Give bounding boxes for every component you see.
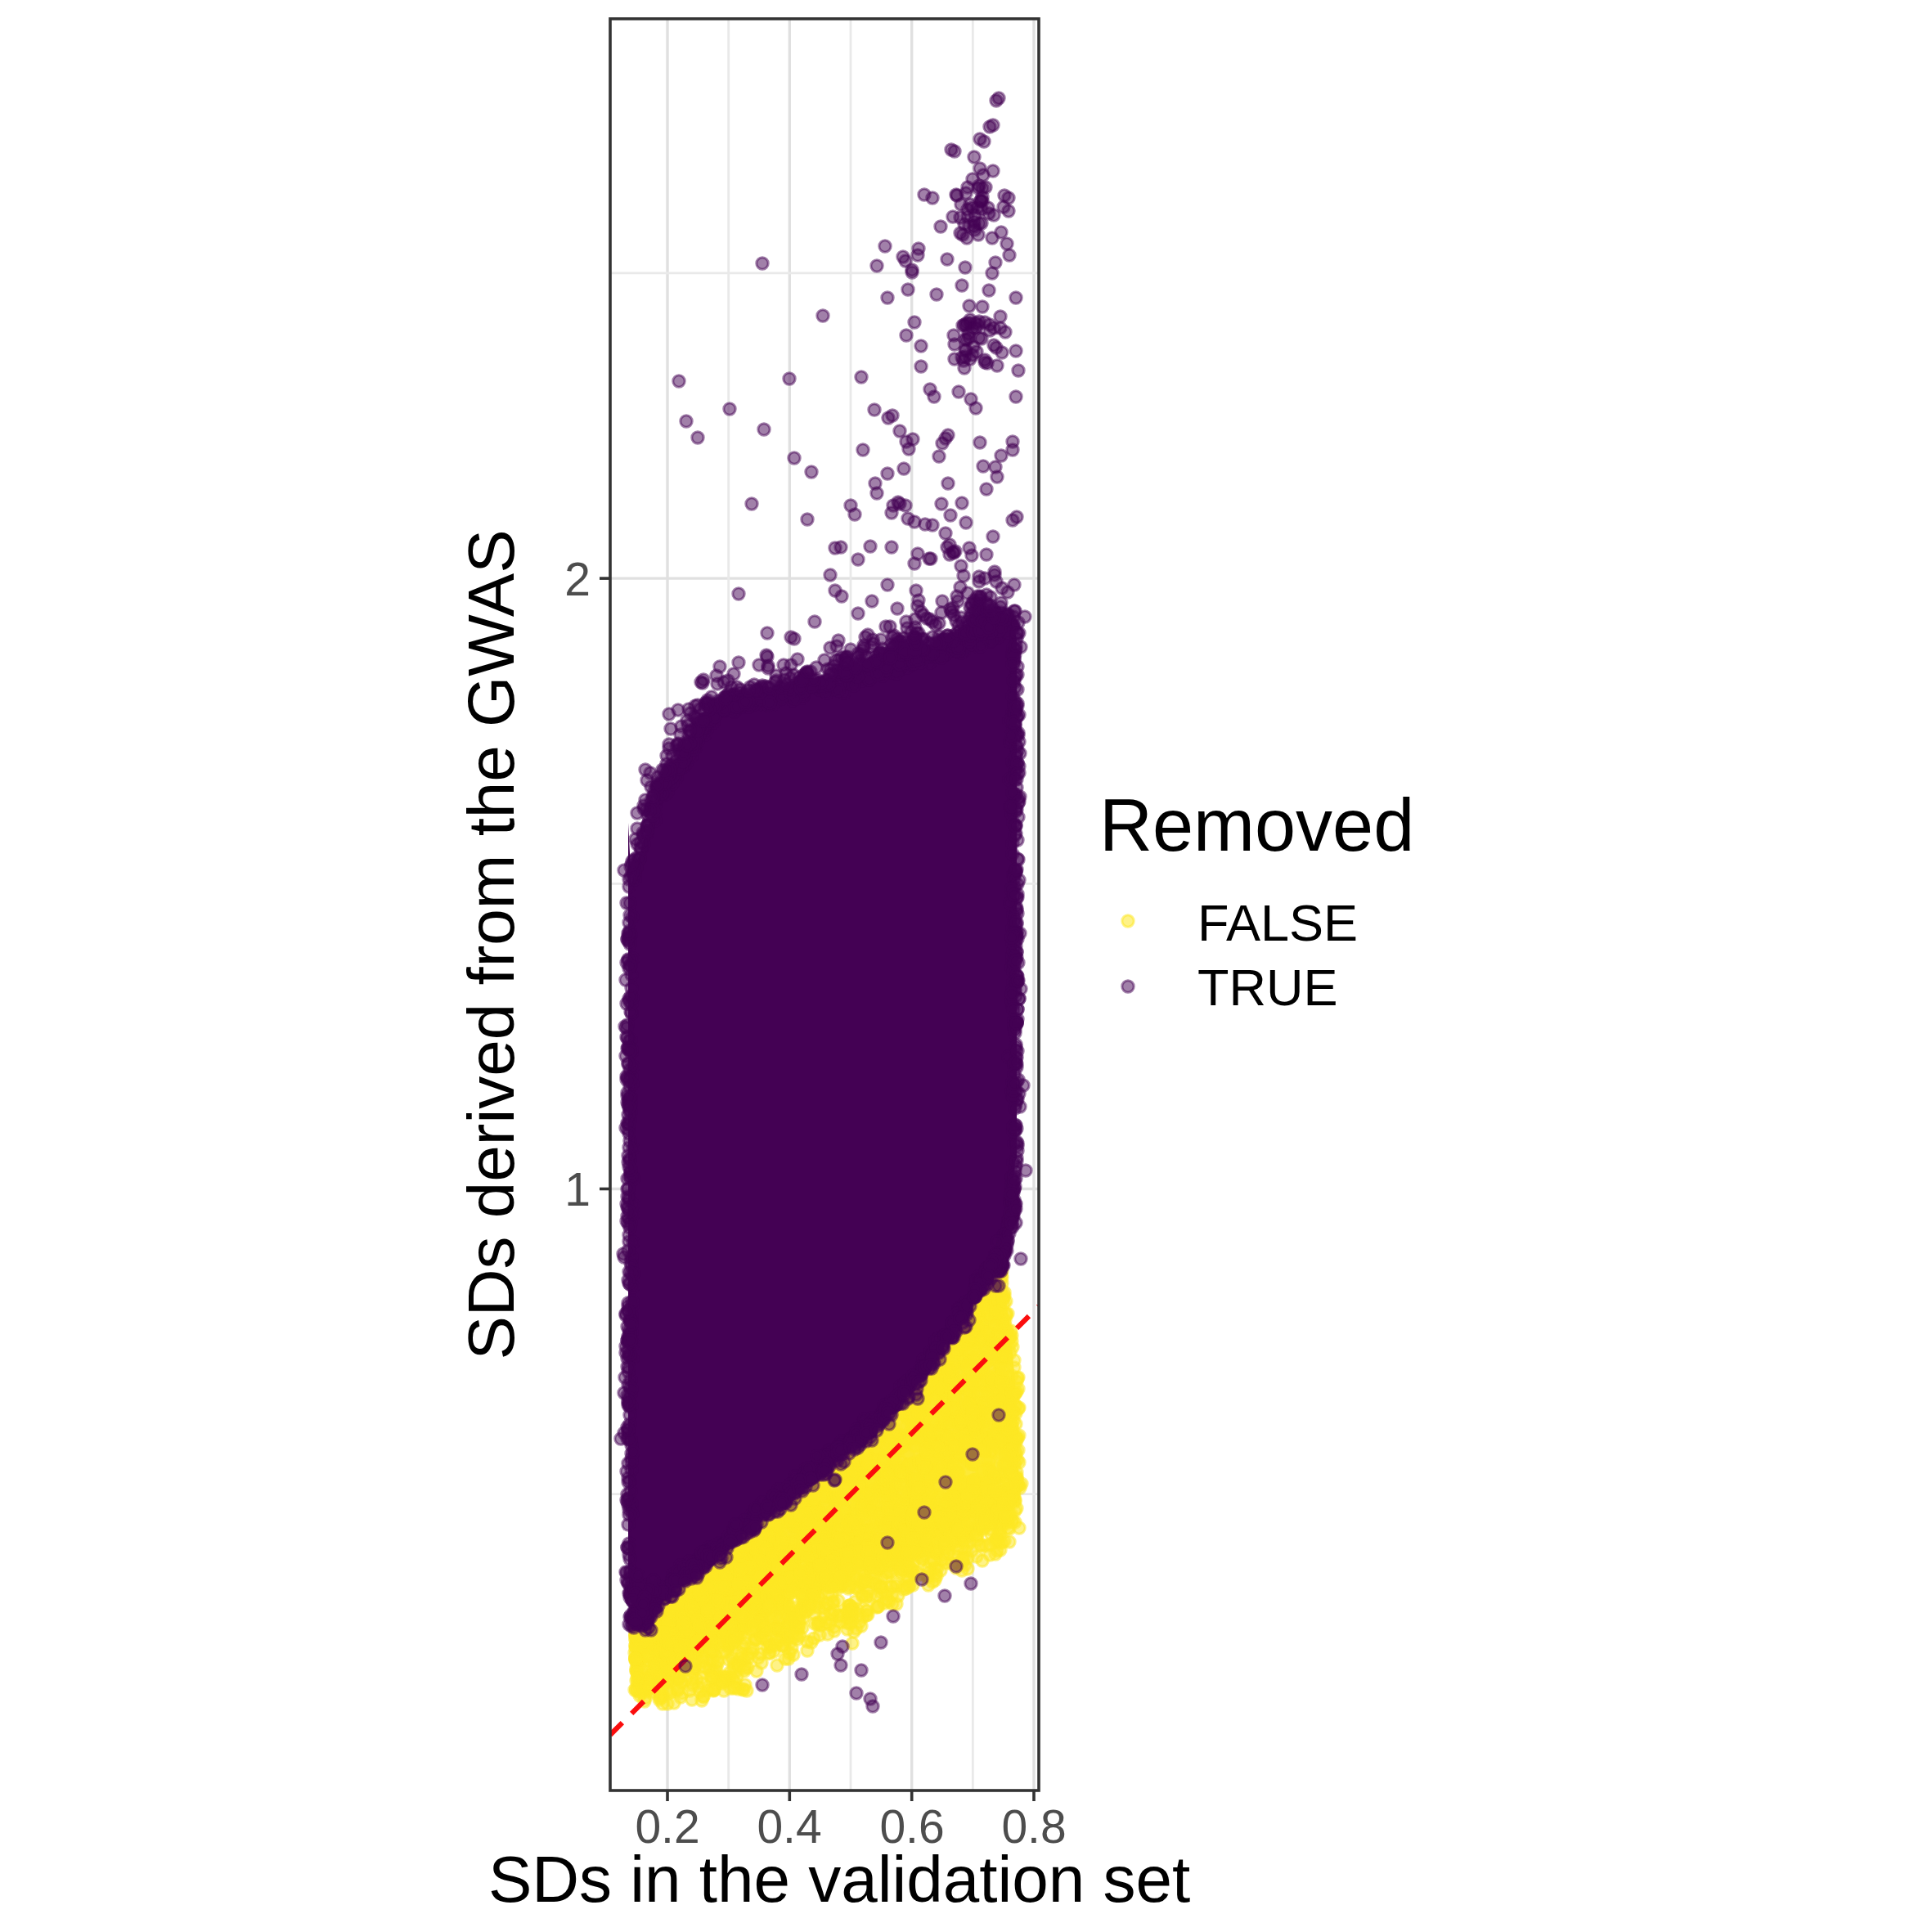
svg-text:2: 2 [564,553,591,605]
svg-text:1: 1 [564,1163,591,1215]
svg-text:SDs derived from the GWAS: SDs derived from the GWAS [455,529,528,1359]
svg-text:Removed: Removed [1099,784,1414,866]
svg-text:TRUE: TRUE [1197,959,1338,1016]
svg-text:SDs in the validation set: SDs in the validation set [488,1843,1190,1916]
svg-text:FALSE: FALSE [1197,894,1358,951]
